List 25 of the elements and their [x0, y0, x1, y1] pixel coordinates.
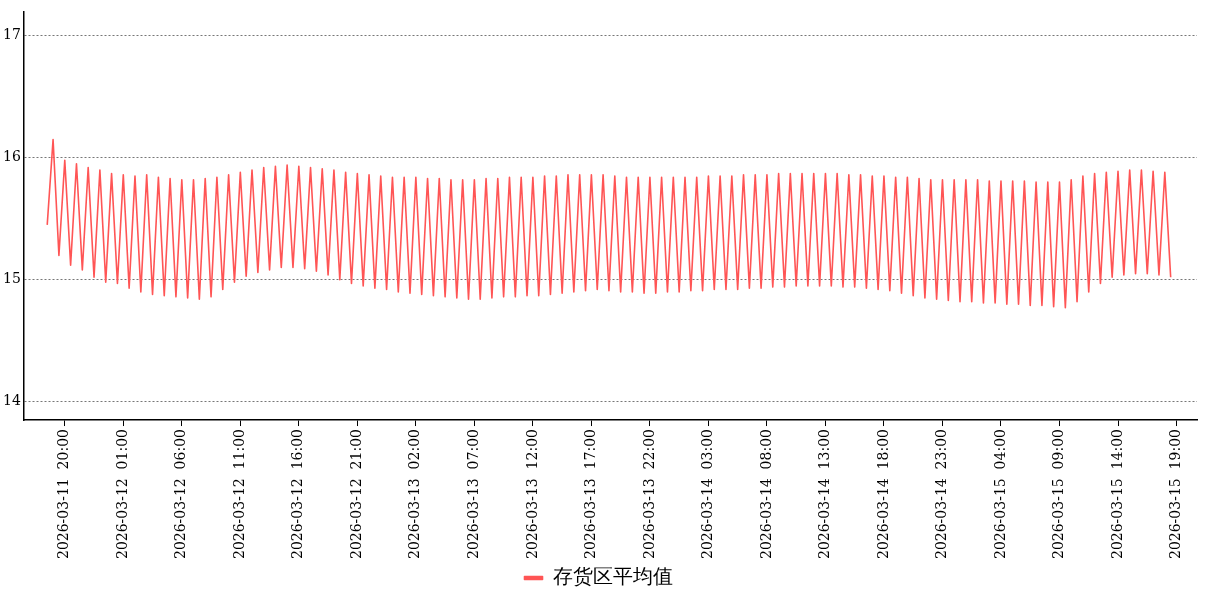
x-tick-label: 2026-03-12 16:00	[289, 429, 306, 559]
x-tick-label: 2026-03-14 13:00	[816, 429, 833, 559]
x-tick-label: 2026-03-14 03:00	[699, 429, 716, 559]
x-tick-label: 2026-03-14 08:00	[757, 429, 774, 559]
x-tick-label: 2026-03-14 23:00	[933, 429, 950, 559]
x-tick-label: 2026-03-15 19:00	[1167, 429, 1184, 559]
x-tick-label: 2026-03-15 14:00	[1108, 429, 1125, 559]
y-tick-label: 15	[2, 270, 21, 287]
y-tick-label: 17	[2, 26, 21, 43]
x-tick-label: 2026-03-11 20:00	[55, 429, 72, 559]
x-tick-label: 2026-03-13 02:00	[406, 429, 423, 559]
y-tick-label: 14	[2, 392, 21, 409]
x-tick-label: 2026-03-13 07:00	[465, 429, 482, 559]
x-tick-label: 2026-03-14 18:00	[874, 429, 891, 559]
x-tick-label: 2026-03-12 01:00	[113, 429, 130, 559]
x-tick-label: 2026-03-13 12:00	[523, 429, 540, 559]
x-tick-label: 2026-03-13 22:00	[640, 429, 657, 559]
x-tick-label: 2026-03-12 06:00	[172, 429, 189, 559]
x-tick-label: 2026-03-15 09:00	[1050, 429, 1067, 559]
x-tick-label: 2026-03-12 11:00	[230, 429, 247, 559]
x-tick-label: 2026-03-13 17:00	[582, 429, 599, 559]
x-tick-label: 2026-03-12 21:00	[347, 429, 364, 559]
y-tick-label: 16	[2, 148, 21, 165]
legend-label: 存货区平均值	[552, 564, 673, 589]
x-tick-label: 2026-03-15 04:00	[991, 429, 1008, 559]
